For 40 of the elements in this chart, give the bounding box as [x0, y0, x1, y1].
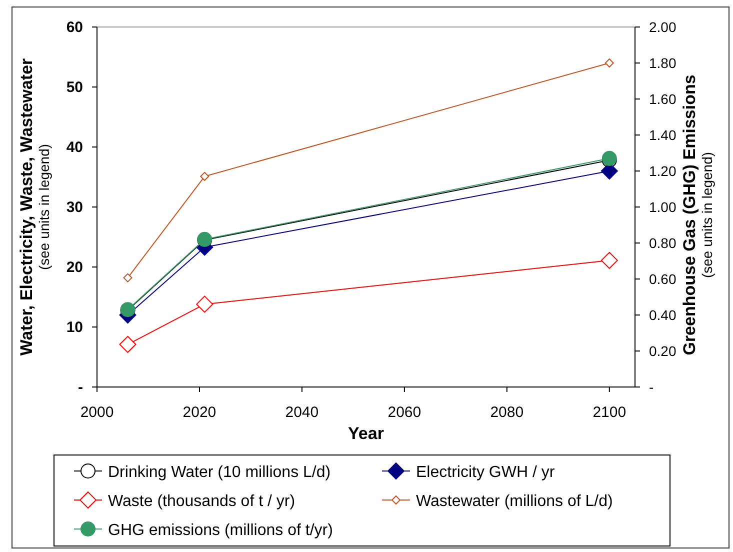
y-tick-label: -	[78, 379, 83, 396]
x-tick-label: 2000	[80, 404, 114, 421]
y-tick-label: 20	[66, 259, 83, 276]
y2-tick-label: 1.00	[649, 199, 676, 215]
point	[196, 296, 214, 313]
y2-tick-label: 2.00	[649, 19, 676, 35]
y2-tick-label: 1.80	[649, 55, 676, 71]
point	[200, 172, 210, 181]
point	[123, 273, 132, 282]
y-tick-label: 10	[66, 319, 83, 336]
point	[119, 336, 136, 353]
y2-tick-label: 1.40	[649, 127, 676, 143]
y-tick-label: 50	[66, 79, 83, 96]
y-tick-label: 40	[66, 139, 83, 156]
y2-tick-label: -	[649, 379, 654, 395]
x-tick-label: 2100	[592, 404, 626, 421]
y2-tick-label: 0.40	[649, 307, 676, 323]
legend-label: Waste (thousands of t / yr)	[108, 493, 296, 510]
y-axis-title: Water, Electricity, Waste, Wastewater	[17, 58, 36, 356]
legend-label: GHG emissions (millions of t/yr)	[108, 522, 333, 539]
x-tick-label: 2020	[182, 404, 216, 421]
x-axis-title: Year	[348, 424, 384, 443]
x-tick-label: 2040	[285, 404, 319, 421]
x-tick-label: 2080	[490, 404, 524, 421]
y2-tick-label: 0.20	[649, 343, 676, 359]
point	[604, 58, 614, 68]
y-tick-label: 30	[66, 199, 83, 216]
y2-axis-title: Greenhouse Gas (GHG) Emissions	[680, 74, 699, 356]
text: (see units in legend)	[36, 144, 52, 270]
x-tick-label: 2060	[388, 404, 422, 421]
legend-label: Wastewater (millions of L/d)	[416, 493, 613, 510]
point	[600, 252, 618, 269]
legend-label: Electricity GWH / yr	[416, 464, 556, 481]
legend-label: Drinking Water (10 millions L/d)	[108, 464, 331, 481]
y2-tick-label: 0.80	[649, 235, 676, 251]
y-tick-label: 60	[66, 19, 83, 36]
text: (see units in legend)	[699, 152, 715, 278]
y2-tick-label: 1.60	[649, 91, 676, 107]
y2-tick-label: 1.20	[649, 163, 676, 179]
y2-tick-label: 0.60	[649, 271, 676, 287]
